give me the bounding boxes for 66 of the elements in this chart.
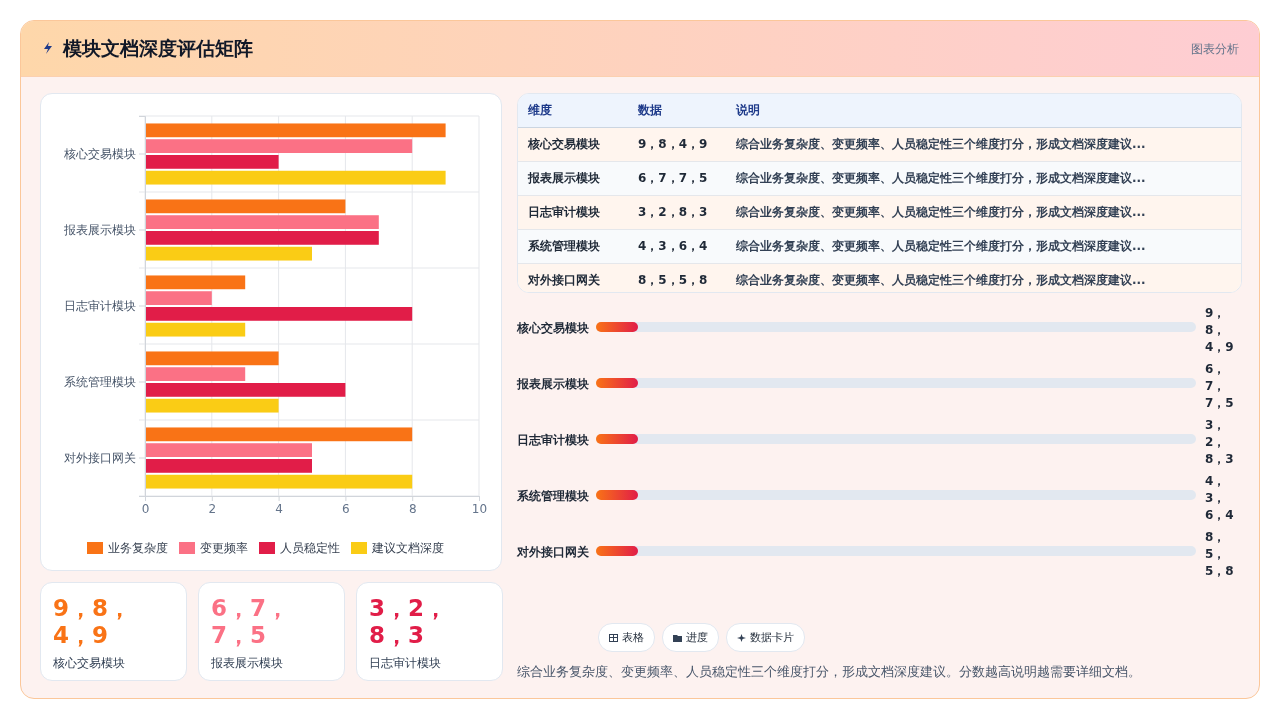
bar bbox=[145, 231, 379, 245]
y-tick-label: 系统管理模块 bbox=[64, 374, 136, 389]
bar bbox=[145, 307, 413, 321]
legend-label: 变更频率 bbox=[200, 541, 248, 555]
text: 6，7，7，5 bbox=[1205, 362, 1234, 410]
x-tick-label: 10 bbox=[471, 501, 488, 516]
category-label: 对外接口网关 bbox=[527, 272, 601, 289]
y-tick-label: 报表展示模块 bbox=[63, 222, 136, 237]
text: 6，7，7，5 bbox=[211, 595, 290, 648]
legend-label: 建议文档深度 bbox=[371, 541, 444, 555]
text: 3，2，8，3 bbox=[1205, 418, 1234, 466]
x-tick-label: 0 bbox=[141, 501, 150, 516]
category-label: 核心交易模块 bbox=[517, 320, 589, 337]
x-tick-label: 2 bbox=[208, 501, 217, 516]
table-row: 报表展示模块 6，7，7，5 综合业务复杂度、变更频率、人员稳定性三个维度打分，形成文档深度建议... bbox=[518, 161, 1241, 196]
bar bbox=[145, 443, 312, 457]
bar bbox=[145, 139, 413, 153]
category-label: 报表展示模块 bbox=[517, 376, 589, 393]
category-label: 系统管理模块 bbox=[517, 488, 589, 505]
category-label: 日志审计模块 bbox=[517, 432, 589, 449]
bar bbox=[145, 383, 346, 397]
bar bbox=[145, 459, 312, 473]
bar bbox=[145, 170, 446, 185]
text: 综合业务复杂度、变更频率、人员稳定性三个维度打分，形成文档深度建议。分数越高说明越需要详细文档。 bbox=[517, 663, 1141, 681]
category-label: 报表展示模块 bbox=[527, 170, 601, 187]
bar bbox=[145, 291, 212, 305]
text: 8，5，5，8 bbox=[1205, 530, 1234, 578]
bar bbox=[145, 123, 446, 138]
bar bbox=[145, 215, 379, 229]
category-label: 日志审计模块 bbox=[369, 655, 441, 672]
text: 说明 bbox=[726, 94, 1241, 128]
bar bbox=[145, 367, 246, 381]
y-tick-label: 日志审计模块 bbox=[64, 298, 136, 313]
bar bbox=[145, 275, 246, 290]
text: 数据卡片 bbox=[750, 630, 794, 645]
bar bbox=[145, 474, 413, 489]
text: 进度 bbox=[686, 630, 708, 645]
text: 图表分析 bbox=[1191, 41, 1239, 58]
text: 维度 bbox=[518, 94, 628, 128]
table-row: 系统管理模块 4，3，6，4 综合业务复杂度、变更频率、人员稳定性三个维度打分，形成文档深度建议... bbox=[518, 229, 1241, 264]
text: 9，8，4，9 bbox=[1205, 306, 1234, 354]
legend-label: 人员稳定性 bbox=[280, 541, 340, 555]
bar bbox=[145, 322, 246, 337]
bar bbox=[145, 246, 312, 261]
y-tick-label: 核心交易模块 bbox=[63, 146, 136, 161]
text: 4，3，6，4 bbox=[1205, 474, 1234, 522]
category-label: 对外接口网关 bbox=[517, 544, 589, 561]
y-tick-label: 对外接口网关 bbox=[64, 450, 136, 465]
text: 3，2，8，3 bbox=[369, 595, 448, 648]
bar bbox=[145, 398, 279, 413]
category-label: 报表展示模块 bbox=[211, 655, 283, 672]
category-label: 系统管理模块 bbox=[527, 238, 601, 255]
bar bbox=[145, 199, 346, 214]
x-tick-label: 6 bbox=[342, 501, 350, 516]
legend-label: 业务复杂度 bbox=[108, 541, 168, 555]
x-tick-label: 4 bbox=[275, 501, 283, 516]
text: 模块文档深度评估矩阵 bbox=[63, 36, 253, 61]
text: 数据 bbox=[628, 94, 726, 128]
bar bbox=[145, 427, 413, 442]
bar bbox=[145, 351, 279, 366]
text: 9，8，4，9 bbox=[53, 595, 132, 648]
bar bbox=[145, 155, 279, 169]
x-tick-label: 8 bbox=[408, 501, 417, 516]
category-label: 核心交易模块 bbox=[527, 136, 601, 153]
category-label: 日志审计模块 bbox=[527, 204, 601, 221]
text: 表格 bbox=[622, 630, 644, 645]
